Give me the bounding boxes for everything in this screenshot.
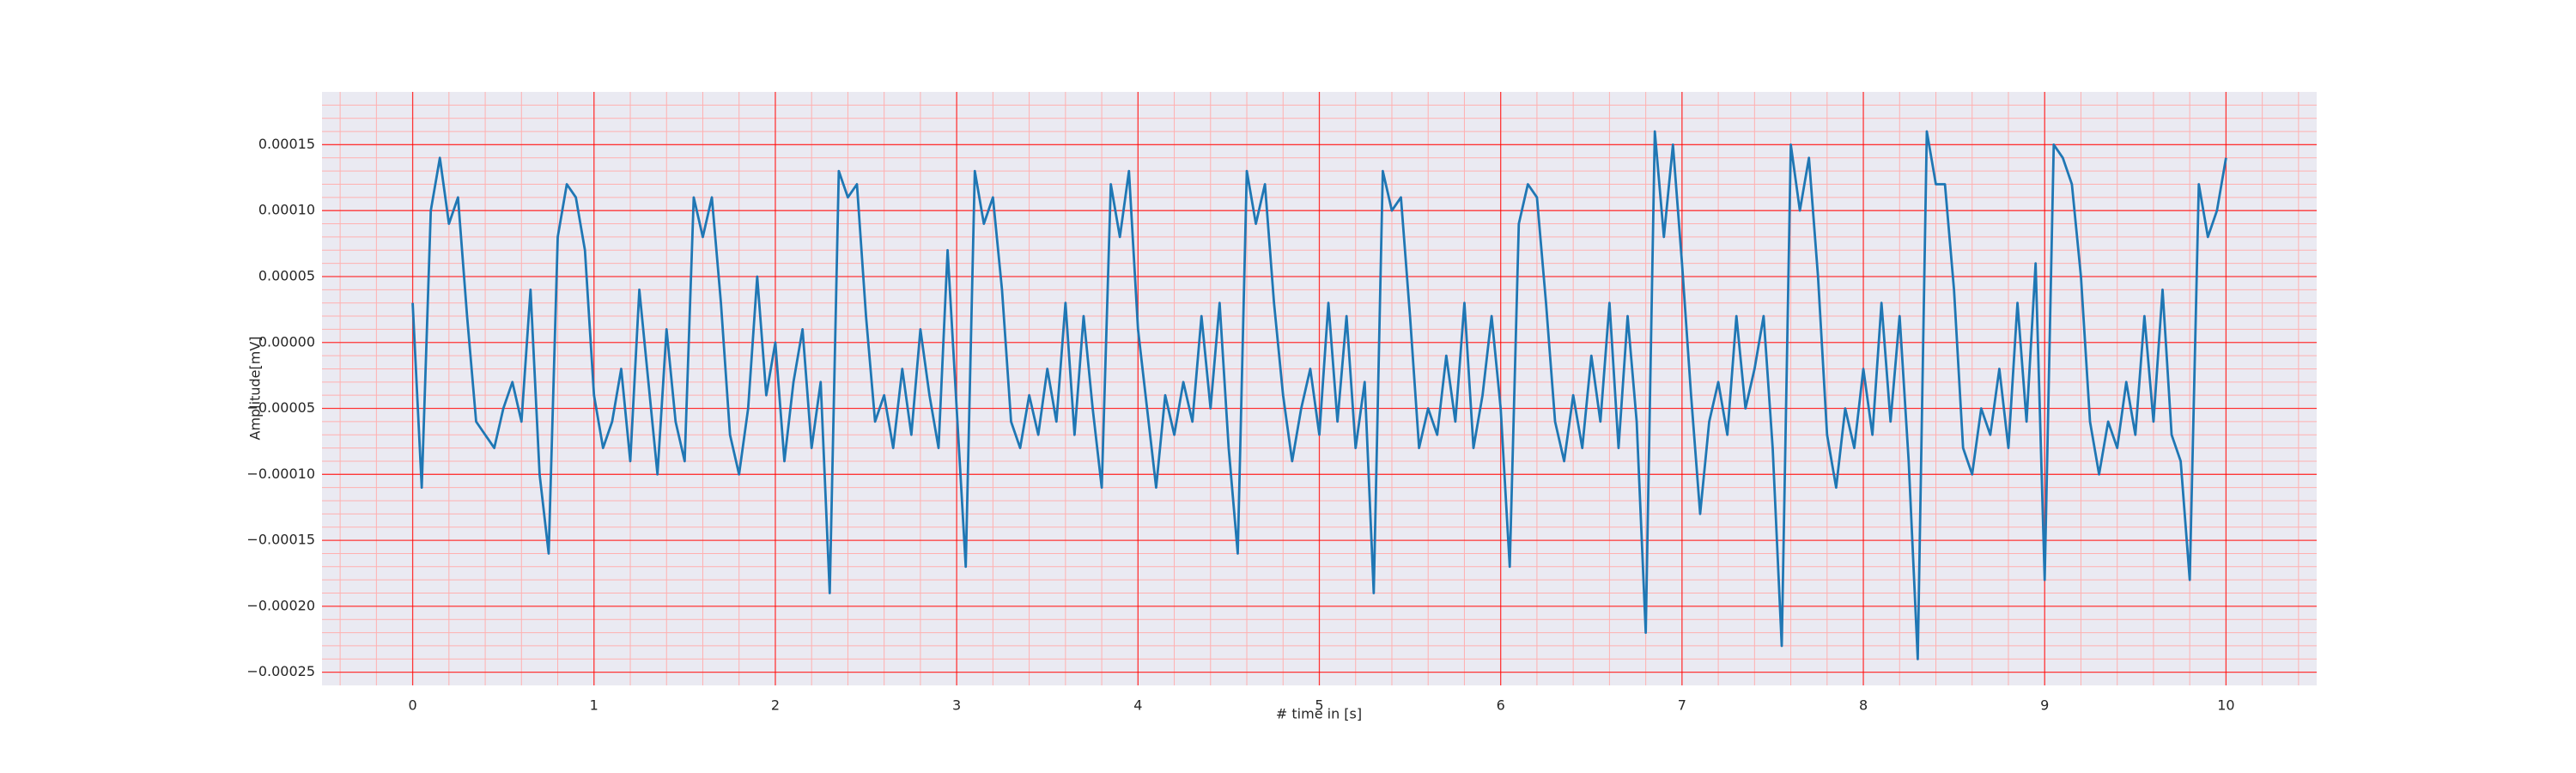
x-tick-label: 4 <box>1133 697 1142 714</box>
x-tick-label: 9 <box>2040 697 2049 714</box>
signal-line <box>411 130 2227 660</box>
major-grid <box>322 92 2317 685</box>
marks <box>411 130 2227 660</box>
x-tick-label: 7 <box>1678 697 1686 714</box>
y-tick-label: −0.00025 <box>246 663 315 679</box>
y-tick-label: −0.00010 <box>246 466 315 482</box>
x-axis-label: # time in [s] <box>1276 706 1362 722</box>
y-tick-label: 0.00015 <box>258 136 315 152</box>
x-tick-label: 2 <box>771 697 780 714</box>
y-tick-label: −0.00015 <box>246 532 315 548</box>
x-tick-label: 6 <box>1497 697 1505 714</box>
y-tick-label: −0.00005 <box>246 399 315 416</box>
x-tick-label: 8 <box>1859 697 1868 714</box>
x-tick-label: 1 <box>590 697 598 714</box>
x-tick-label: 10 <box>2217 697 2234 714</box>
x-tick-label: 0 <box>408 697 416 714</box>
y-tick-label: 0.00010 <box>258 202 315 218</box>
y-tick-label: 0.00005 <box>258 267 315 283</box>
y-tick-label: −0.00020 <box>246 597 315 613</box>
y-axis-label: Amplitude[mV] <box>247 336 264 440</box>
x-tick-label: 3 <box>952 697 961 714</box>
y-tick-label: 0.00000 <box>258 333 315 350</box>
x-tick-label: 5 <box>1315 697 1323 714</box>
